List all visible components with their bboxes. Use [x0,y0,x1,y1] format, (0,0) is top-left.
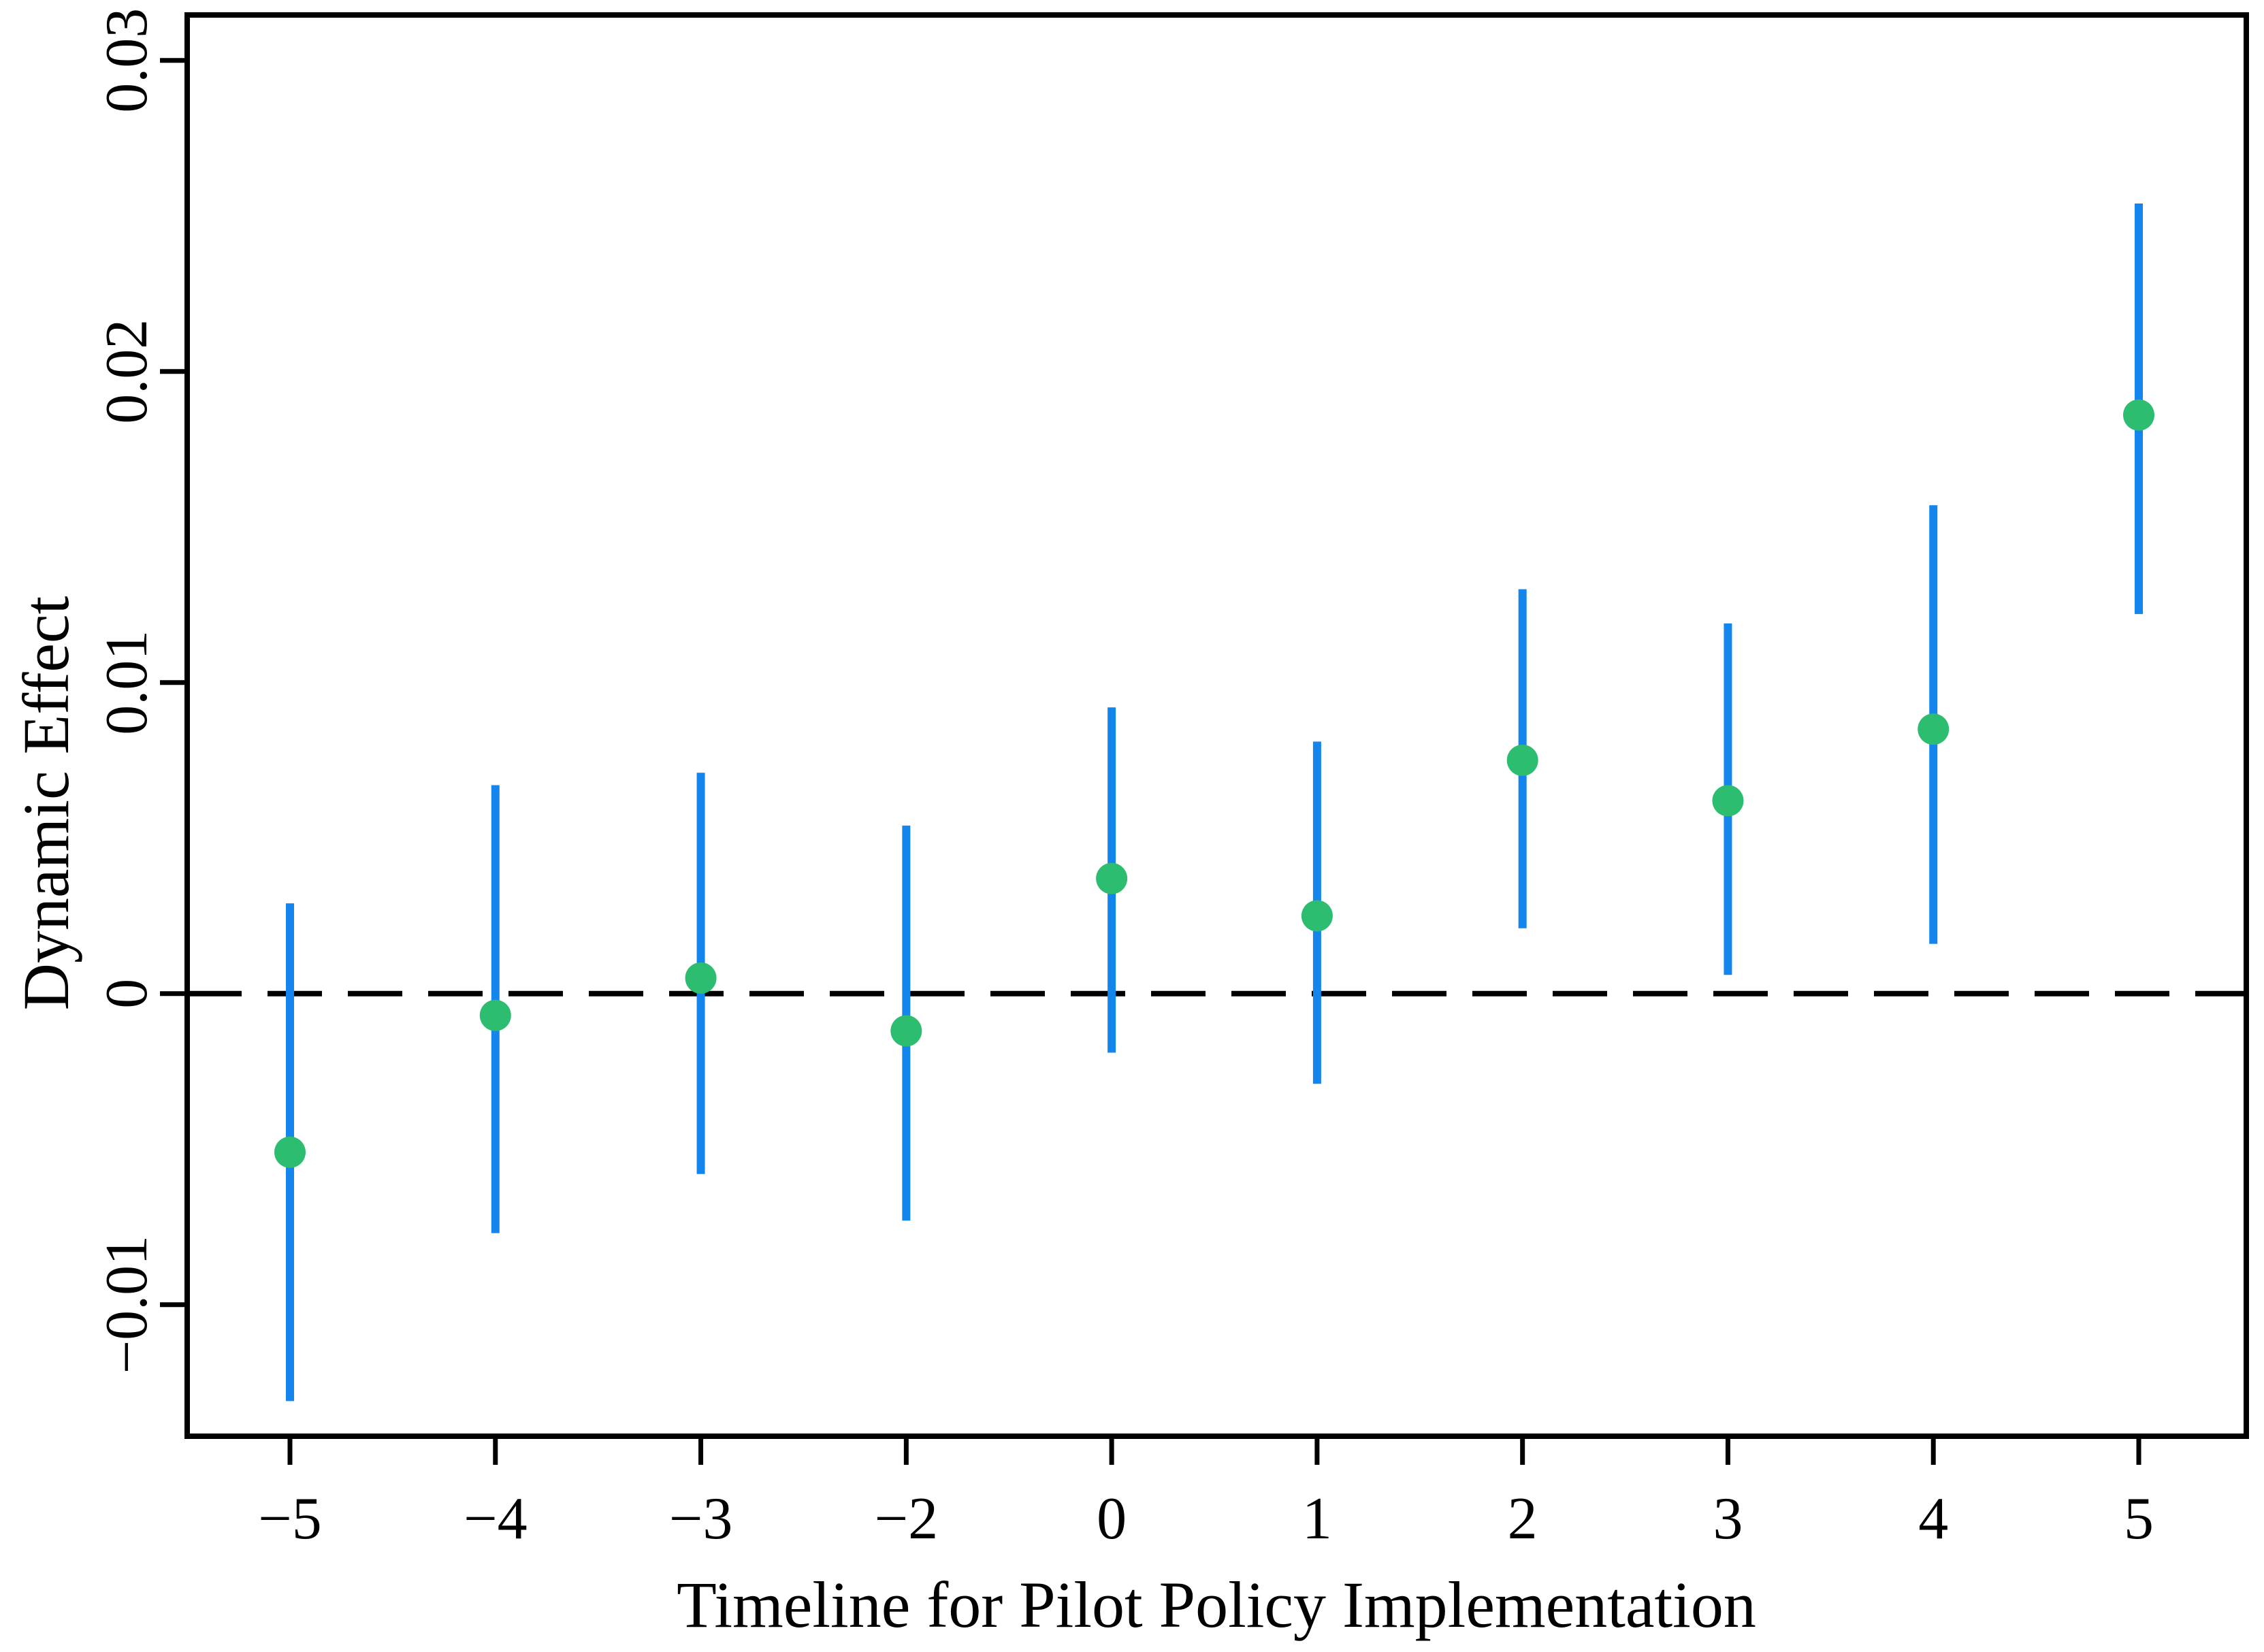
point-estimate-dot [479,999,511,1031]
y-axis-tick-label: −0.01 [94,1235,160,1374]
x-axis-tick-label: −5 [258,1486,322,1552]
point-estimate-dot [274,1136,306,1168]
y-axis-tick-label: 0 [94,979,160,1009]
y-axis-tick-label: 0.03 [94,8,160,113]
plot-area: −0.01 0 0.01 0.02 0.03 −5 −4 −3 −2 0 1 2 3 4 5 [94,8,2249,1552]
plot-frame [184,12,2249,1439]
point-estimate-dot [1506,744,1538,776]
y-axis-tick-label: 0.02 [94,319,160,424]
x-axis-tick-label: 4 [1918,1486,1948,1552]
point-estimate-dot [1096,862,1128,894]
x-axis-tick-label: −3 [669,1486,733,1552]
point-estimate-dot [1918,713,1950,745]
x-axis-tick-label: 3 [1713,1486,1743,1552]
x-axis-tick-label: 5 [2124,1486,2154,1552]
x-axis-tick-label: −2 [875,1486,939,1552]
point-estimate-dot [1712,785,1744,817]
x-axis-tick-label: 0 [1097,1486,1127,1552]
y-axis-title: Dynamic Effect [10,596,82,1010]
point-estimate-dot [890,1015,922,1047]
point-estimate-dot [1301,900,1333,932]
x-axis-tick-label: 2 [1508,1486,1538,1552]
x-axis-tick-label: −4 [464,1486,528,1552]
x-axis-tick-label: 1 [1302,1486,1332,1552]
y-axis-tick-label: 0.01 [94,630,160,735]
point-estimate-dot [2123,399,2155,431]
point-estimate-dot [685,962,717,994]
x-axis-title: Timeline for Pilot Policy Implementation [677,1568,1756,1641]
